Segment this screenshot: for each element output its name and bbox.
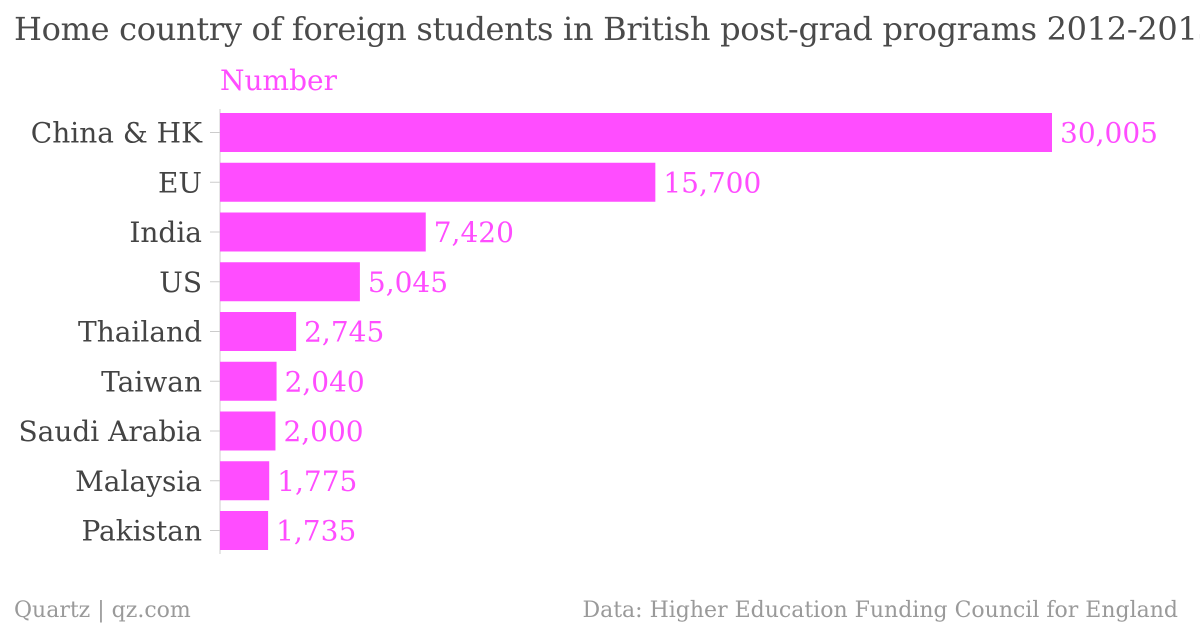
category-label: Pakistan xyxy=(81,515,202,548)
category-label: Thailand xyxy=(78,316,202,349)
value-label: 15,700 xyxy=(663,166,761,199)
category-label: India xyxy=(129,216,202,249)
value-label: 30,005 xyxy=(1060,117,1158,150)
bar xyxy=(220,113,1052,152)
bar xyxy=(220,411,276,451)
footer-brand: Quartz | qz.com xyxy=(14,598,191,623)
value-label: 1,735 xyxy=(276,515,356,548)
value-labels: 30,005 15,700 7,420 5,045 2,745 2,040 2,000 1,7… xyxy=(276,117,1158,548)
category-label: Malaysia xyxy=(75,465,202,498)
chart-title: Home country of foreign students in Brit… xyxy=(14,10,1200,48)
category-label: US xyxy=(159,266,202,299)
value-label: 5,045 xyxy=(368,266,448,299)
category-label: Taiwan xyxy=(101,365,202,398)
series-label: Number xyxy=(220,64,337,97)
bar xyxy=(220,212,426,252)
bar xyxy=(220,361,277,401)
value-label: 1,775 xyxy=(277,465,357,498)
bar xyxy=(220,511,269,550)
bar xyxy=(220,262,360,302)
category-label: Saudi Arabia xyxy=(18,415,202,448)
value-label: 7,420 xyxy=(434,216,514,249)
bar xyxy=(220,312,297,351)
category-labels: China & HK EU India US Thailand Taiwan Saudi A… xyxy=(18,117,203,548)
category-label: China & HK xyxy=(31,117,203,150)
value-label: 2,000 xyxy=(283,415,363,448)
value-label: 2,745 xyxy=(304,316,384,349)
bar xyxy=(220,461,270,501)
bar xyxy=(220,162,656,202)
bars xyxy=(220,113,1052,550)
category-label: EU xyxy=(158,166,202,199)
footer-source: Data: Higher Education Funding Council f… xyxy=(582,598,1178,623)
category-axis xyxy=(210,109,221,554)
value-label: 2,040 xyxy=(285,365,365,398)
